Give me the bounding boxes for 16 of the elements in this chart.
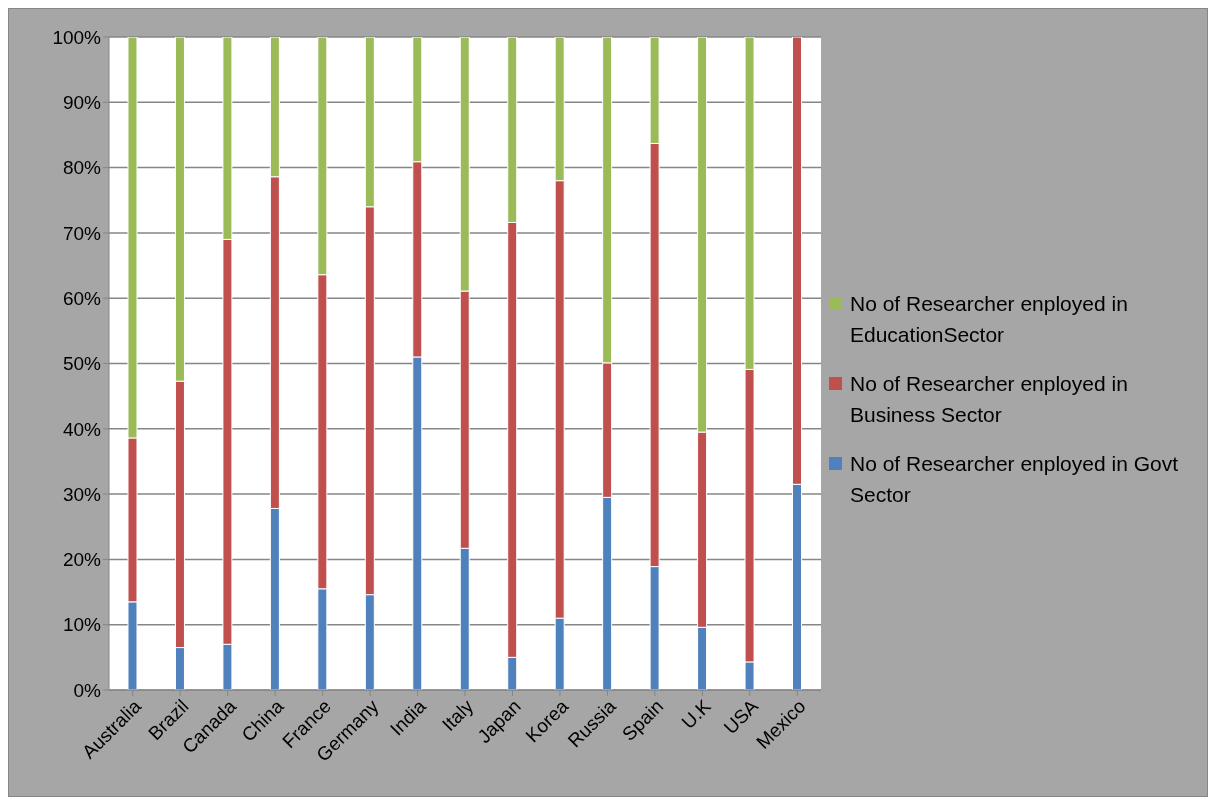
y-tick-label: 40%	[62, 418, 102, 440]
y-tick-label: 60%	[62, 287, 102, 309]
legend-label: No of Researcher enployed in Govt Sector	[850, 450, 1179, 508]
y-tick-label: 0%	[73, 679, 102, 701]
y-tick-label: 70%	[62, 222, 102, 244]
legend-label: No of Researcher enployed in Business Sector	[850, 370, 1129, 428]
x-tick-label: Italy	[437, 695, 478, 736]
y-tick-label: 80%	[62, 157, 102, 179]
y-tick-label: 20%	[62, 549, 102, 571]
y-tick-label: 10%	[62, 614, 102, 636]
y-tick-label: 50%	[62, 353, 102, 375]
y-tick-label: 100%	[52, 26, 102, 48]
legend-label: No of Researcher enployed in EducationSector	[850, 290, 1129, 348]
x-tick-label: U.K	[677, 695, 715, 733]
y-tick-label: 90%	[62, 92, 102, 114]
y-tick-label: 30%	[62, 483, 102, 505]
